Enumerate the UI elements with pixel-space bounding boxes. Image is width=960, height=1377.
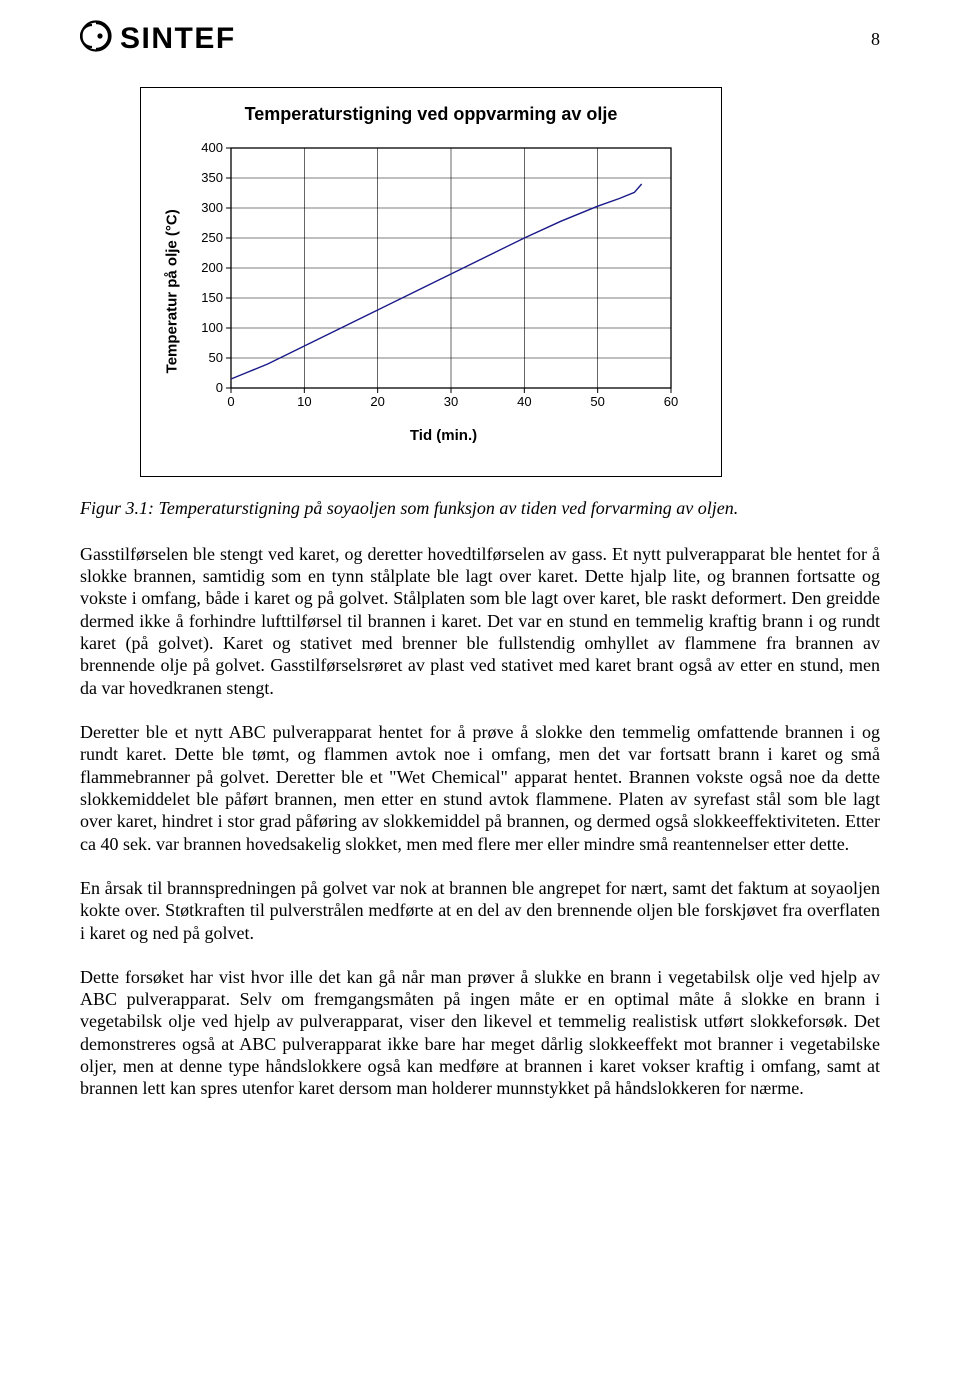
body-paragraph: En årsak til brannspredningen på golvet … (80, 877, 880, 944)
page-number: 8 (871, 28, 880, 50)
svg-text:50: 50 (590, 394, 604, 409)
brand-text: SINTEF (120, 20, 236, 57)
svg-text:20: 20 (370, 394, 384, 409)
body-paragraph: Deretter ble et nytt ABC pulverapparat h… (80, 721, 880, 855)
figure-caption: Figur 3.1: Temperaturstigning på soyaolj… (80, 497, 880, 519)
svg-text:250: 250 (201, 230, 223, 245)
svg-text:100: 100 (201, 320, 223, 335)
chart-xlabel: Tid (min.) (186, 427, 701, 446)
svg-text:200: 200 (201, 260, 223, 275)
svg-text:300: 300 (201, 200, 223, 215)
svg-text:0: 0 (216, 380, 223, 395)
svg-text:50: 50 (209, 350, 223, 365)
chart-plot: 0 50 100 150 200 250 300 350 400 0 10 20 30 40 50 60 Ti… (186, 138, 701, 446)
chart-title: Temperaturstigning ved oppvarming av olj… (161, 103, 701, 125)
svg-text:10: 10 (297, 394, 311, 409)
svg-text:350: 350 (201, 170, 223, 185)
svg-text:0: 0 (227, 394, 234, 409)
svg-text:400: 400 (201, 140, 223, 155)
svg-text:40: 40 (517, 394, 531, 409)
chart-container: Temperaturstigning ved oppvarming av olj… (140, 87, 722, 476)
body-paragraph: Dette forsøket har vist hvor ille det ka… (80, 966, 880, 1100)
svg-text:30: 30 (444, 394, 458, 409)
chart-ylabel-container: Temperatur på olje (°C) (161, 138, 186, 446)
body-paragraph: Gasstilførselen ble stengt ved karet, og… (80, 543, 880, 699)
brand-logo: SINTEF (80, 20, 236, 57)
svg-text:60: 60 (664, 394, 678, 409)
page-header: SINTEF 8 (80, 20, 880, 57)
svg-text:150: 150 (201, 290, 223, 305)
logo-icon (80, 20, 112, 57)
chart-ylabel: Temperatur på olje (°C) (164, 210, 183, 374)
